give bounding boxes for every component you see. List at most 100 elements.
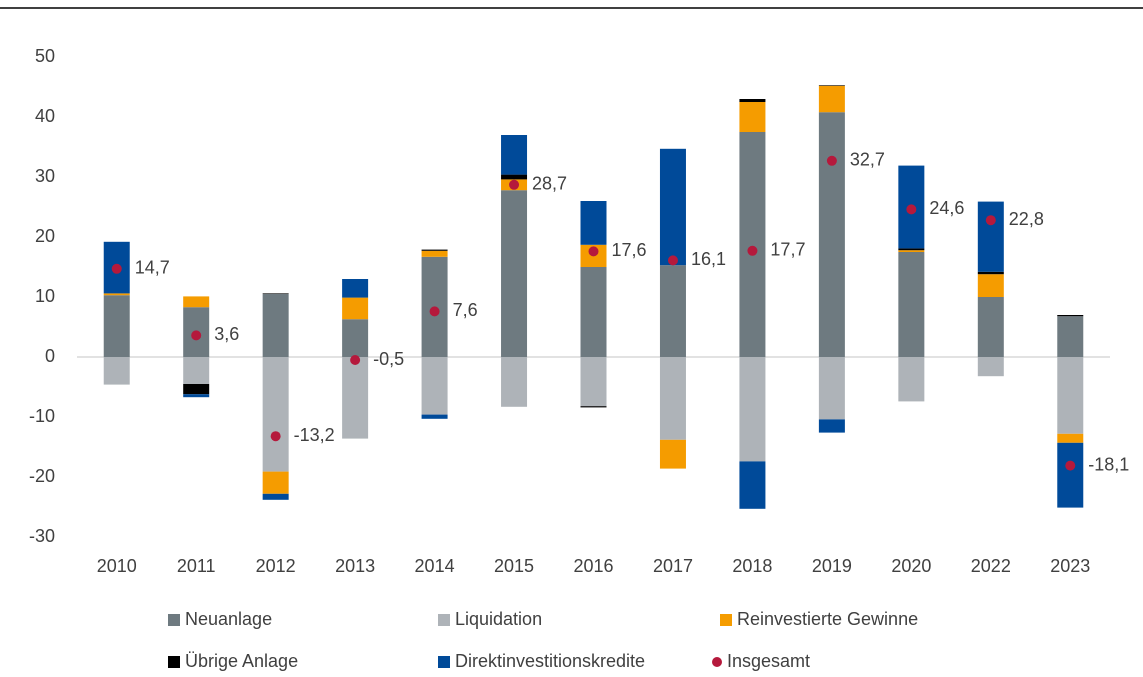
bar-segment — [103, 293, 130, 296]
bar-segment — [1057, 316, 1084, 357]
legend-label: Übrige Anlage — [185, 651, 298, 671]
bar-segment — [501, 357, 528, 407]
bar-segment — [818, 357, 845, 420]
total-dot — [350, 355, 361, 365]
bar-segment — [659, 439, 686, 469]
legend-label: Insgesamt — [727, 651, 810, 671]
total-dot — [1065, 460, 1076, 471]
x-tick-label: 2023 — [1050, 556, 1090, 576]
bar-segment — [977, 297, 1004, 357]
bar-segment — [818, 112, 845, 357]
y-tick-label: 50 — [35, 46, 55, 66]
data-label: 3,6 — [214, 324, 239, 344]
y-tick-label: -30 — [29, 526, 55, 546]
data-label: 32,7 — [850, 150, 885, 170]
data-label: 28,7 — [532, 174, 567, 194]
bar-segment — [977, 201, 1004, 272]
x-tick-label: 2022 — [971, 556, 1011, 576]
bar-segment — [739, 461, 766, 509]
data-label: 17,7 — [770, 240, 805, 260]
data-label: 14,7 — [135, 258, 170, 278]
bar-segment — [659, 148, 686, 266]
bar-segment — [342, 279, 369, 298]
legend-marker — [168, 656, 180, 668]
x-tick-label: 2020 — [891, 556, 931, 576]
total-dot — [429, 306, 440, 317]
bar-segment — [898, 250, 925, 252]
total-dot — [111, 263, 122, 274]
bar-segment — [421, 414, 448, 419]
bar-segment — [977, 274, 1004, 297]
bar-segment — [739, 357, 766, 462]
total-dot — [906, 204, 917, 215]
bar-segment — [818, 419, 845, 433]
bar-segment — [818, 85, 845, 113]
bar-segment — [580, 201, 607, 245]
legend-marker — [720, 614, 732, 626]
bar-segment — [898, 252, 925, 357]
bar-segment — [659, 265, 686, 357]
bar-segment — [501, 174, 528, 180]
x-tick-label: 2010 — [97, 556, 137, 576]
bar-segment — [262, 493, 289, 500]
bar-segment — [342, 297, 369, 320]
bar-segment — [501, 190, 528, 357]
bar-segment — [739, 132, 766, 357]
x-tick-label: 2016 — [573, 556, 613, 576]
legend-label: Reinvestierte Gewinne — [737, 609, 918, 629]
bar-segment — [103, 295, 130, 357]
y-tick-label: 30 — [35, 166, 55, 186]
total-dot — [509, 179, 520, 190]
bar-segment — [421, 250, 448, 257]
legend-marker — [438, 614, 450, 626]
bar-segment — [580, 357, 607, 407]
bar-segment — [421, 249, 448, 251]
bar-segment — [818, 85, 845, 86]
data-label: 17,6 — [612, 240, 647, 260]
bar-segment — [898, 357, 925, 402]
data-label: 24,6 — [929, 198, 964, 218]
bar-segment — [1057, 433, 1084, 443]
y-tick-label: -20 — [29, 466, 55, 486]
bar-segment — [342, 357, 369, 439]
total-dot — [667, 255, 678, 266]
y-tick-label: 10 — [35, 286, 55, 306]
data-label: -18,1 — [1088, 454, 1129, 474]
total-dot — [588, 246, 599, 257]
legend-label: Liquidation — [455, 609, 542, 629]
y-tick-label: 20 — [35, 226, 55, 246]
bar-segment — [183, 394, 210, 398]
bar-segment — [342, 319, 369, 357]
data-label: 22,8 — [1009, 209, 1044, 229]
x-tick-label: 2015 — [494, 556, 534, 576]
data-label: -0,5 — [373, 349, 404, 369]
x-tick-label: 2013 — [335, 556, 375, 576]
bar-segment — [103, 357, 130, 385]
legend-marker — [712, 657, 722, 667]
bar-segment — [580, 267, 607, 357]
bar-segment — [262, 294, 289, 357]
legend-marker — [168, 614, 180, 626]
bar-segment — [1057, 442, 1084, 508]
x-tick-label: 2014 — [415, 556, 455, 576]
bar-segment — [659, 357, 686, 440]
x-tick-label: 2018 — [732, 556, 772, 576]
bar-segment — [739, 99, 766, 102]
total-dot — [191, 330, 202, 341]
legend-marker — [438, 656, 450, 668]
bar-segment — [183, 296, 210, 308]
total-dot — [747, 245, 758, 256]
bar-segment — [262, 357, 289, 472]
data-label: -13,2 — [294, 425, 335, 445]
total-dot — [270, 431, 281, 442]
bar-segment — [183, 384, 210, 395]
x-tick-label: 2011 — [177, 556, 216, 576]
bar-segment — [977, 357, 1004, 377]
bar-segment — [1057, 315, 1084, 317]
bar-segment — [262, 293, 289, 294]
bar-segment — [898, 248, 925, 251]
y-tick-label: -10 — [29, 406, 55, 426]
x-tick-label: 2019 — [812, 556, 852, 576]
data-label: 7,6 — [453, 300, 478, 320]
